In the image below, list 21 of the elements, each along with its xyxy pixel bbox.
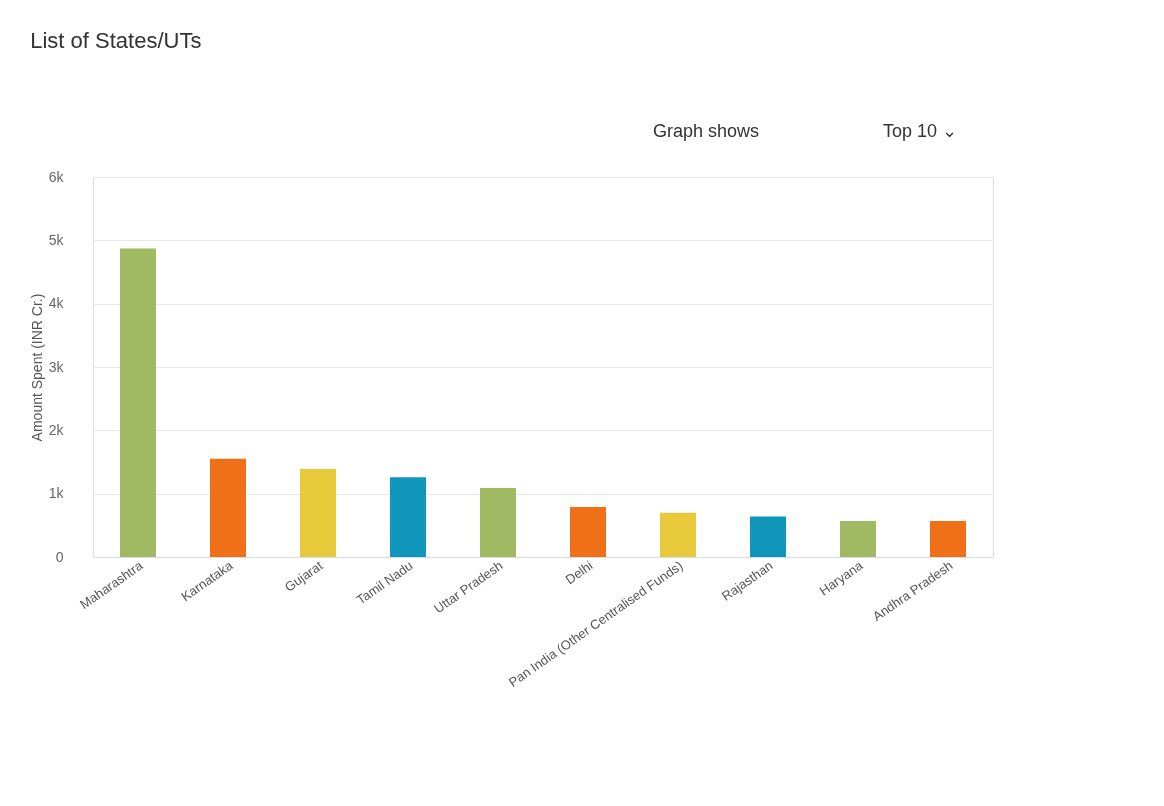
bar <box>390 477 426 557</box>
y-tick-label: 1k <box>48 485 65 502</box>
bar <box>480 487 516 557</box>
text: Top 10 ⌄ <box>883 121 958 141</box>
y-tick-label: 5k <box>48 231 65 248</box>
bar <box>840 520 876 557</box>
bar <box>930 520 966 557</box>
text: Graph shows <box>653 121 760 141</box>
bar <box>120 248 156 557</box>
y-tick-label: 6k <box>48 168 65 185</box>
bar <box>300 468 336 557</box>
bar <box>660 512 696 557</box>
y-tick-label: 2k <box>48 421 65 438</box>
y-tick-label: 4k <box>48 295 65 312</box>
y-axis-title: Amount Spent (INR Cr.) <box>28 293 45 442</box>
chart-title: List of States/UTs <box>30 28 202 53</box>
y-tick-label: 3k <box>48 358 65 375</box>
bar <box>210 458 246 557</box>
bar <box>570 506 606 557</box>
bar <box>750 516 786 557</box>
y-tick-label: 0 <box>55 548 64 565</box>
